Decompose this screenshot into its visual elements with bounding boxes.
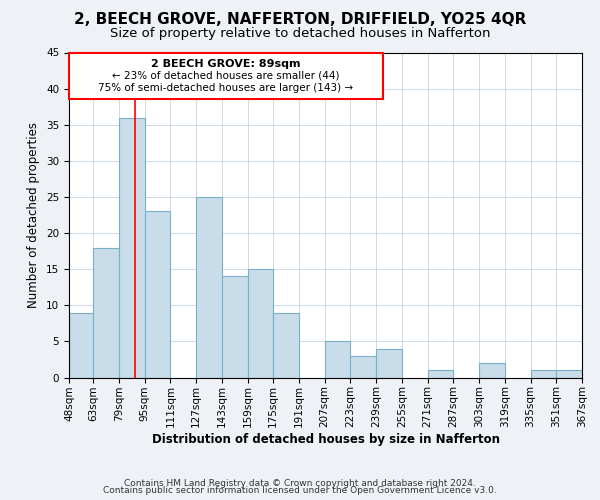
FancyBboxPatch shape [69, 52, 383, 100]
Bar [479, 363, 505, 378]
Bar [196, 197, 222, 378]
X-axis label: Distribution of detached houses by size in Nafferton: Distribution of detached houses by size … [151, 433, 499, 446]
Bar [145, 212, 170, 378]
Text: Size of property relative to detached houses in Nafferton: Size of property relative to detached ho… [110, 28, 490, 40]
Bar [222, 276, 248, 378]
Bar [325, 342, 350, 378]
Bar [376, 348, 402, 378]
Text: ← 23% of detached houses are smaller (44): ← 23% of detached houses are smaller (44… [112, 71, 340, 81]
Text: Contains public sector information licensed under the Open Government Licence v3: Contains public sector information licen… [103, 486, 497, 495]
Text: 2 BEECH GROVE: 89sqm: 2 BEECH GROVE: 89sqm [151, 59, 301, 69]
Text: 75% of semi-detached houses are larger (143) →: 75% of semi-detached houses are larger (… [98, 83, 353, 93]
Bar [530, 370, 556, 378]
Bar [119, 118, 145, 378]
Y-axis label: Number of detached properties: Number of detached properties [28, 122, 40, 308]
Bar [69, 312, 95, 378]
Bar [428, 370, 454, 378]
Text: 2, BEECH GROVE, NAFFERTON, DRIFFIELD, YO25 4QR: 2, BEECH GROVE, NAFFERTON, DRIFFIELD, YO… [74, 12, 526, 28]
Bar [350, 356, 376, 378]
Bar [273, 312, 299, 378]
Bar [556, 370, 582, 378]
Bar [93, 248, 119, 378]
Bar [248, 269, 273, 378]
Text: Contains HM Land Registry data © Crown copyright and database right 2024.: Contains HM Land Registry data © Crown c… [124, 478, 476, 488]
